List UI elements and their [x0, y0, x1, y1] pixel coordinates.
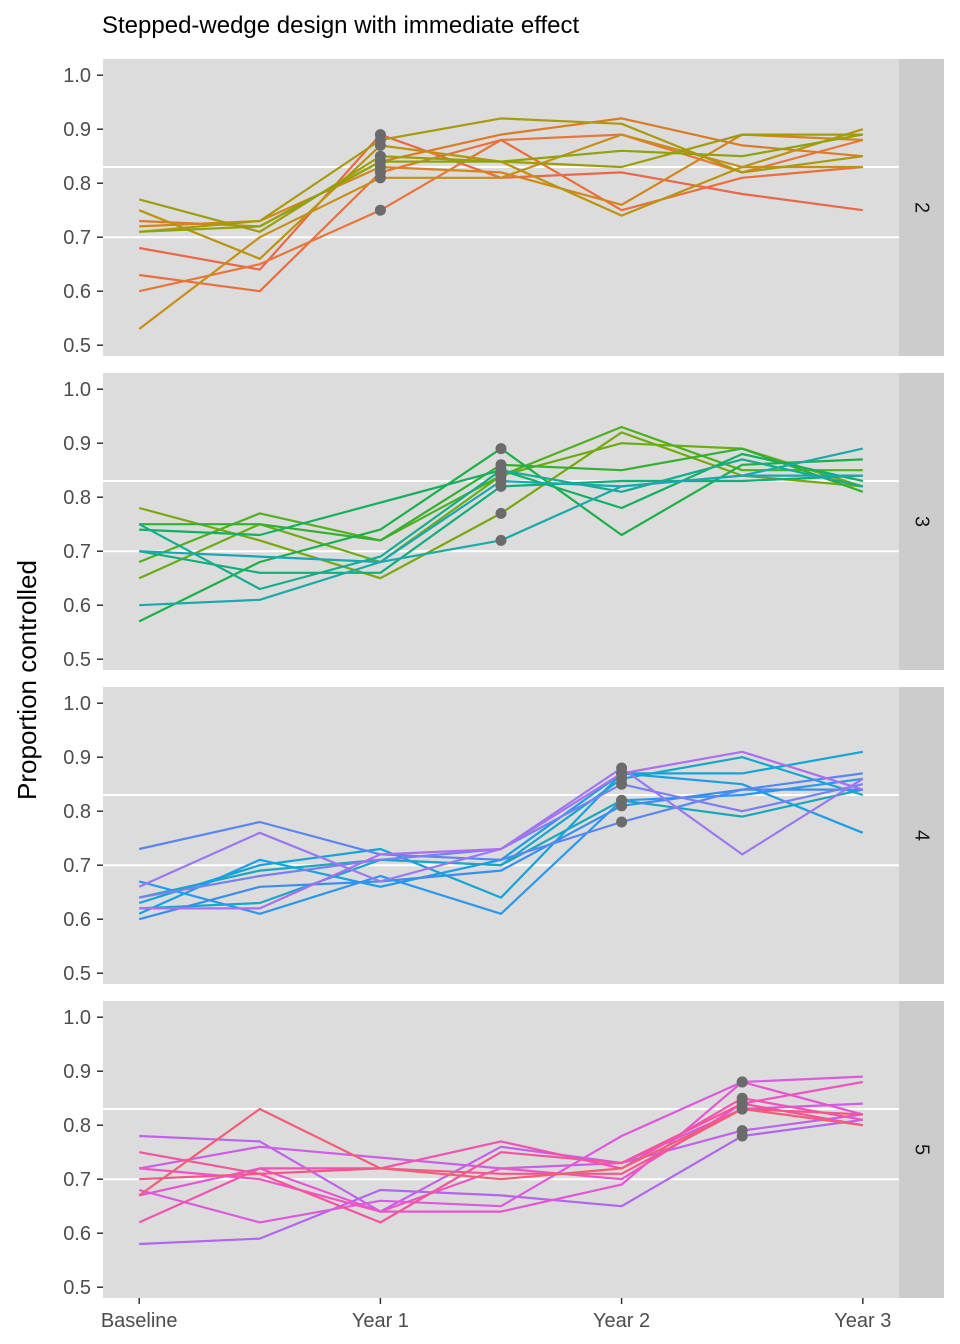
series-line [139, 756, 864, 910]
data-point [616, 800, 628, 812]
y-tick-label: 0.7 [63, 227, 91, 249]
data-point [736, 1103, 748, 1115]
series-line [138, 777, 863, 915]
y-tick-label: 0.7 [63, 855, 91, 877]
y-tick-label: 0.5 [63, 335, 91, 357]
facet-strip [899, 1001, 944, 1298]
y-tick-label: 1.0 [63, 379, 91, 401]
y-tick-label: 0.6 [63, 1223, 91, 1245]
y-tick-label: 0.8 [63, 801, 91, 823]
panel-background [103, 373, 899, 670]
data-point [495, 443, 507, 455]
data-point [495, 464, 507, 476]
panel-background [103, 687, 899, 984]
data-point [374, 156, 386, 168]
series-line [139, 750, 864, 910]
y-tick-label: 0.5 [63, 963, 91, 985]
data-point [374, 172, 386, 184]
y-tick-label: 0.8 [63, 487, 91, 509]
facet-panels: 0.50.60.70.80.91.020.50.60.70.80.91.030.… [63, 59, 944, 1299]
data-point [616, 778, 628, 790]
facet-panel-4: 0.5 0.6 0.7 0.8 0.9 1.0 4 [63, 687, 944, 985]
data-point [736, 1076, 748, 1088]
data-point [495, 534, 507, 546]
panel-background [103, 1001, 899, 1298]
y-tick-label: 0.8 [63, 173, 91, 195]
facet-strip-label: 4 [911, 830, 933, 841]
y-tick-label: 1.0 [63, 693, 91, 715]
y-tick-label: 0.7 [63, 541, 91, 563]
y-tick-label: 0.7 [63, 1169, 91, 1191]
y-tick-label: 1.0 [63, 1007, 91, 1029]
series-line [138, 772, 863, 861]
y-tick-label: 0.6 [63, 595, 91, 617]
x-tick-label: Year 2 [593, 1310, 650, 1332]
series-line [139, 117, 863, 233]
panel-background [103, 59, 899, 356]
data-point [616, 767, 628, 779]
facet-strip [899, 687, 944, 984]
y-tick-label: 0.6 [63, 909, 91, 931]
y-tick-label: 0.5 [63, 649, 91, 671]
facet-strip-label: 2 [911, 202, 933, 213]
x-tick-label: Year 1 [352, 1310, 409, 1332]
facet-panel-3: 0.5 0.6 0.7 0.8 0.9 1.0 3 [63, 373, 944, 671]
x-axis: Baseline Year 1 Year 2 Year 3 [101, 1298, 891, 1332]
y-tick-label: 0.9 [63, 1061, 91, 1083]
facet-panel-5: 0.5 0.6 0.7 0.8 0.9 1.0 5 [63, 1001, 944, 1299]
facet-strip-label: 5 [911, 1144, 933, 1155]
x-tick-label: Baseline [101, 1310, 178, 1332]
data-point [374, 204, 386, 216]
facet-strip [899, 373, 944, 670]
data-point [495, 507, 507, 519]
chart-title: Stepped-wedge design with immediate effe… [102, 12, 580, 39]
x-tick-label: Year 3 [834, 1310, 891, 1332]
y-tick-label: 0.8 [63, 1115, 91, 1137]
facet-strip [899, 59, 944, 356]
data-point [616, 816, 628, 828]
facet-panel-2: 0.5 0.6 0.7 0.8 0.9 1.0 2 [63, 59, 944, 357]
y-tick-label: 1.0 [63, 65, 91, 87]
facet-strip-label: 3 [911, 516, 933, 527]
series-line [139, 133, 863, 233]
y-axis-title: Proportion controlled [12, 560, 42, 800]
y-tick-label: 0.5 [63, 1277, 91, 1299]
y-tick-label: 0.9 [63, 747, 91, 769]
series-line [138, 750, 863, 905]
data-point [495, 475, 507, 487]
y-tick-label: 0.9 [63, 433, 91, 455]
data-point [736, 1125, 748, 1137]
data-point [374, 134, 386, 146]
y-tick-label: 0.9 [63, 119, 91, 141]
y-tick-label: 0.6 [63, 281, 91, 303]
